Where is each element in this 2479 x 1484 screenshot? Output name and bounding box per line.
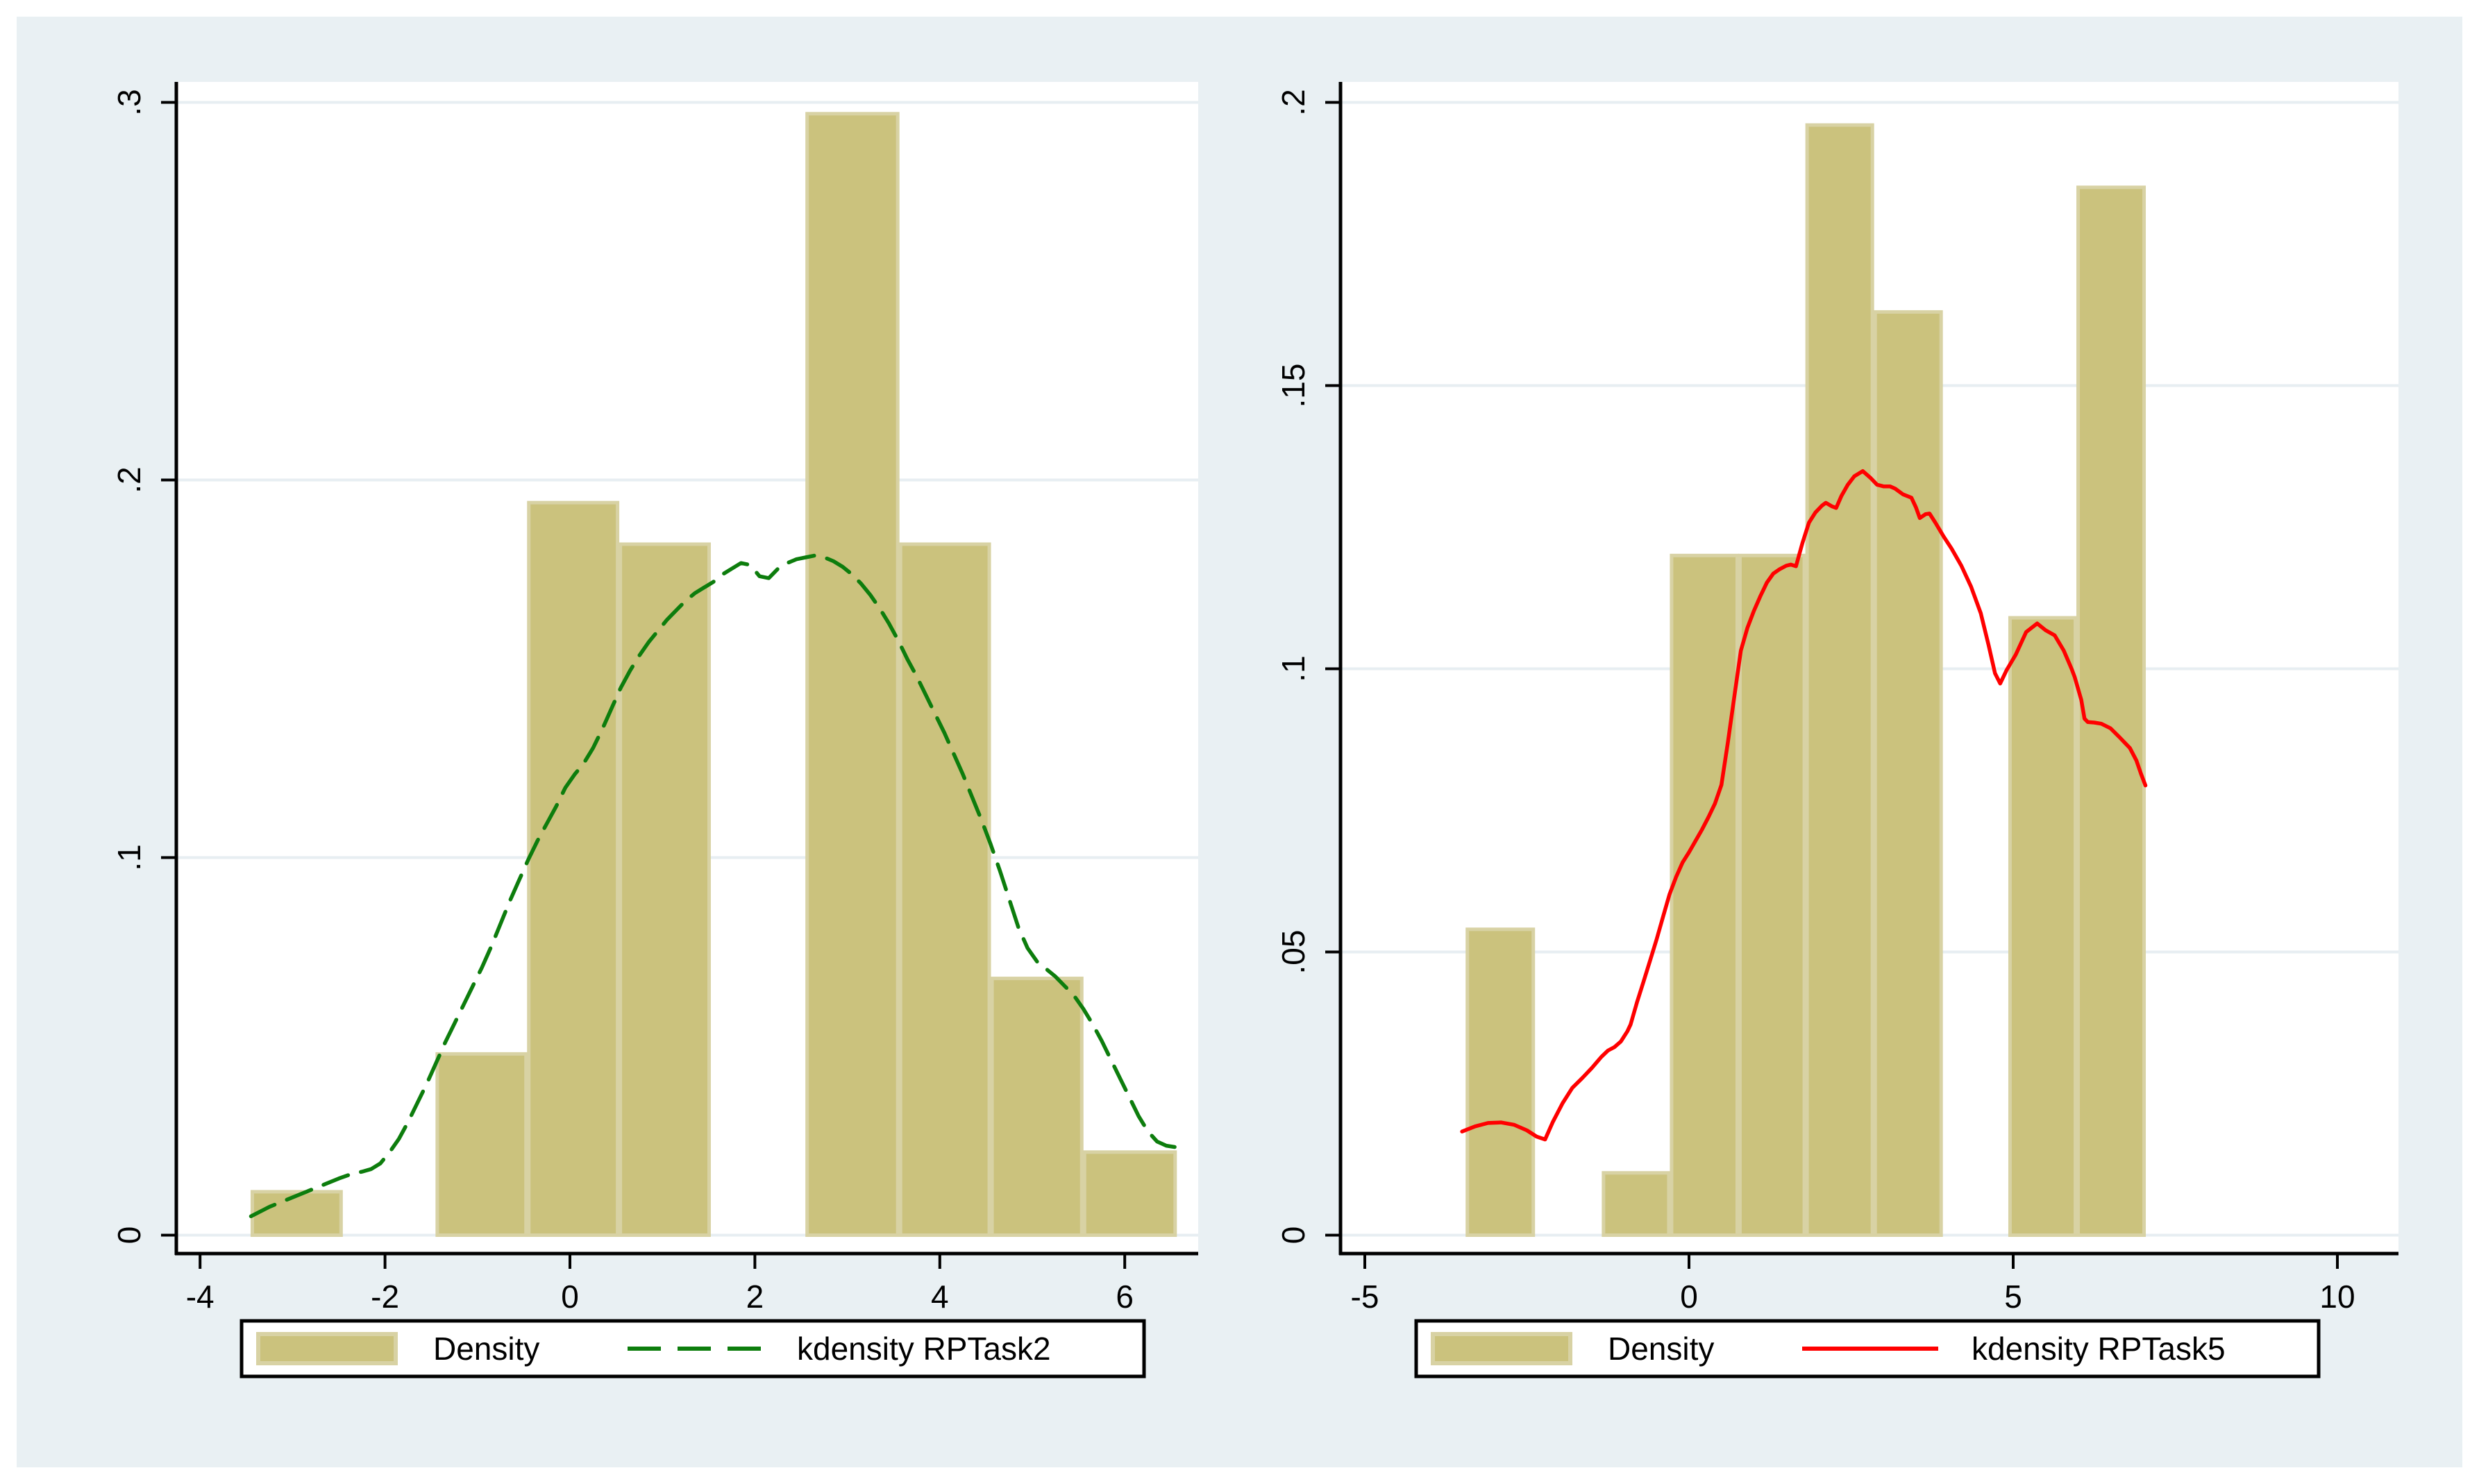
x-tick-label: 0 (1680, 1279, 1698, 1315)
x-tick-label: -4 (186, 1279, 215, 1315)
histogram-bar (1738, 553, 1806, 1237)
x-tick-label: 2 (746, 1279, 764, 1315)
x-tick-label: 6 (1116, 1279, 1134, 1315)
y-tick-label: .2 (1275, 89, 1311, 115)
histogram-bar (1602, 1171, 1671, 1237)
legend-density-swatch (256, 1332, 398, 1365)
histogram-bar (1805, 123, 1874, 1237)
histogram-bar (250, 1190, 343, 1237)
histogram-bar (898, 542, 991, 1237)
y-tick-label: .1 (1275, 655, 1311, 682)
histogram-bar (990, 977, 1084, 1237)
histogram-bar (805, 112, 900, 1238)
histogram-bar (2076, 185, 2146, 1237)
legend-kdensity-label: kdensity RPTask2 (797, 1331, 1051, 1367)
x-tick-label: 4 (931, 1279, 949, 1315)
x-tick-label: -2 (371, 1279, 399, 1315)
histogram-bar (527, 500, 620, 1237)
legend-kdensity-label: kdensity RPTask5 (1972, 1331, 2226, 1367)
legend-density-label: Density (1608, 1331, 1714, 1367)
histogram-bar (2008, 616, 2078, 1237)
histogram-bar (435, 1052, 528, 1237)
x-tick-label: 10 (2319, 1279, 2355, 1315)
legend-density-label: Density (433, 1331, 539, 1367)
x-tick-label: -5 (1351, 1279, 1379, 1315)
kdensity-curve (249, 553, 1178, 1219)
y-tick-label: .3 (111, 89, 147, 115)
x-tick-label: 5 (2004, 1279, 2022, 1315)
legend-density-swatch (1431, 1332, 1572, 1365)
y-tick-label: .1 (111, 844, 147, 870)
histogram-bar (1465, 927, 1536, 1237)
y-tick-label: 0 (111, 1226, 147, 1245)
y-tick-label: .2 (111, 466, 147, 493)
y-tick-label: .05 (1275, 930, 1311, 975)
x-tick-label: 0 (561, 1279, 579, 1315)
kdensity-curve (1460, 469, 2148, 1142)
y-tick-label: .15 (1275, 364, 1311, 408)
histogram-bar (1670, 553, 1739, 1237)
histogram-bar (619, 542, 711, 1237)
y-tick-label: 0 (1275, 1226, 1311, 1245)
histogram-bar (1873, 310, 1943, 1237)
histogram-bar (1082, 1150, 1177, 1237)
